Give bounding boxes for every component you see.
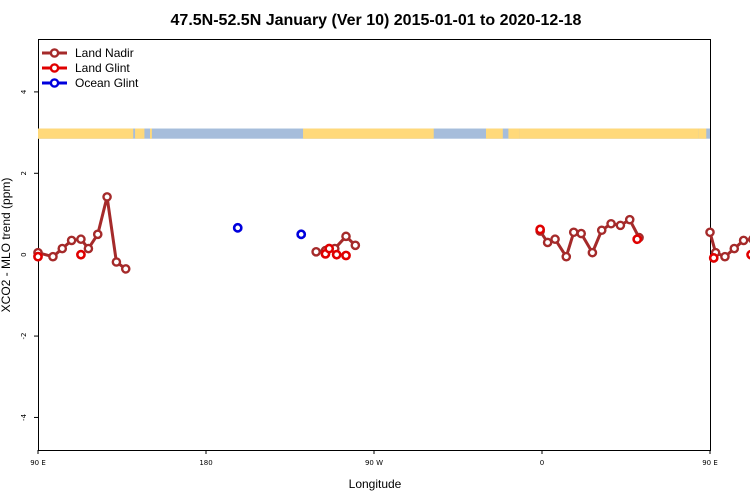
land-nadir-point: [550, 234, 560, 245]
y-tick-label: 2: [20, 171, 28, 175]
y-tick-label: 0: [20, 252, 28, 256]
ocean-glint-point: [232, 222, 243, 233]
ocean-glint-point: [296, 229, 307, 240]
legend-entry-label: Land Nadir: [75, 46, 134, 60]
x-tick-label: 90 E: [702, 459, 718, 467]
land-glint-point: [324, 243, 335, 254]
land-band-segment: [519, 128, 699, 139]
land-nadir-point: [76, 234, 86, 245]
land-band-segment: [38, 128, 134, 139]
y-axis-label: XCO2 - MLO trend (ppm): [0, 178, 13, 313]
land-glint-point: [341, 250, 351, 261]
legend-swatch-marker: [49, 48, 60, 58]
land-nadir-point: [83, 243, 94, 254]
x-tick-label: 90 E: [30, 459, 46, 467]
x-tick-label: 180: [199, 459, 212, 467]
series-layer: [33, 192, 750, 274]
land-nadir-point: [729, 243, 740, 254]
chart-title: 47.5N-52.5N January (Ver 10) 2015-01-01 …: [171, 12, 582, 29]
land-band-segment: [514, 128, 520, 139]
land-glint-point: [535, 224, 546, 235]
legend-swatch-marker: [49, 63, 60, 73]
land-nadir-point: [92, 229, 103, 240]
land-band-segment: [150, 128, 152, 139]
land-band-segment: [508, 128, 514, 139]
land-glint-point: [746, 249, 750, 260]
land-nadir-point: [606, 218, 616, 229]
land-nadir-point: [624, 214, 635, 225]
land-nadir-point: [111, 257, 122, 267]
land-nadir-point: [102, 192, 112, 202]
land-nadir-point: [615, 220, 626, 231]
x-tick-label: 0: [540, 459, 544, 467]
land-nadir-point: [576, 228, 587, 239]
x-axis: 90 E 180 90 W 0 90 E: [30, 450, 718, 467]
land-nadir-point: [350, 240, 361, 251]
x-axis-label: Longitude: [349, 477, 402, 491]
land-nadir-point: [48, 251, 58, 262]
land-ocean-band: [38, 128, 710, 139]
land-nadir-point: [738, 235, 749, 246]
land-nadir-point: [587, 247, 598, 258]
land-nadir-point: [568, 227, 579, 238]
land-nadir-line: [37, 195, 127, 271]
land-band-segment: [698, 128, 707, 139]
land-nadir-point: [720, 251, 730, 262]
legend-swatch-marker: [49, 78, 60, 88]
land-band-segment: [135, 128, 143, 139]
y-tick-label: -4: [20, 413, 28, 421]
land-nadir-point: [311, 247, 321, 257]
legend-entry-label: Land Glint: [75, 61, 130, 75]
land-nadir-point: [57, 243, 68, 254]
land-glint-point: [708, 253, 719, 263]
land-glint-point: [76, 249, 86, 260]
land-nadir-point: [120, 264, 131, 274]
land-band-segment: [318, 128, 434, 139]
land-band-segment: [142, 128, 145, 139]
legend-entry-label: Ocean Glint: [75, 76, 139, 90]
y-tick-label: -2: [20, 333, 28, 340]
y-tick-label: 4: [20, 89, 28, 94]
land-nadir-point: [542, 237, 553, 248]
plot-frame: [38, 39, 711, 451]
land-nadir-point: [561, 251, 572, 262]
land-glint-point: [632, 234, 643, 245]
x-tick-label: 90 W: [365, 459, 383, 467]
land-nadir-point: [66, 235, 77, 246]
land-nadir-point: [341, 231, 351, 242]
land-glint-point: [33, 251, 43, 262]
land-glint-point: [331, 249, 342, 260]
land-nadir-point: [705, 227, 715, 238]
y-axis: 4 2 0 -2 -4: [20, 89, 38, 421]
land-band-segment: [486, 128, 503, 139]
land-nadir-point: [596, 225, 607, 236]
land-band-segment: [303, 128, 318, 139]
